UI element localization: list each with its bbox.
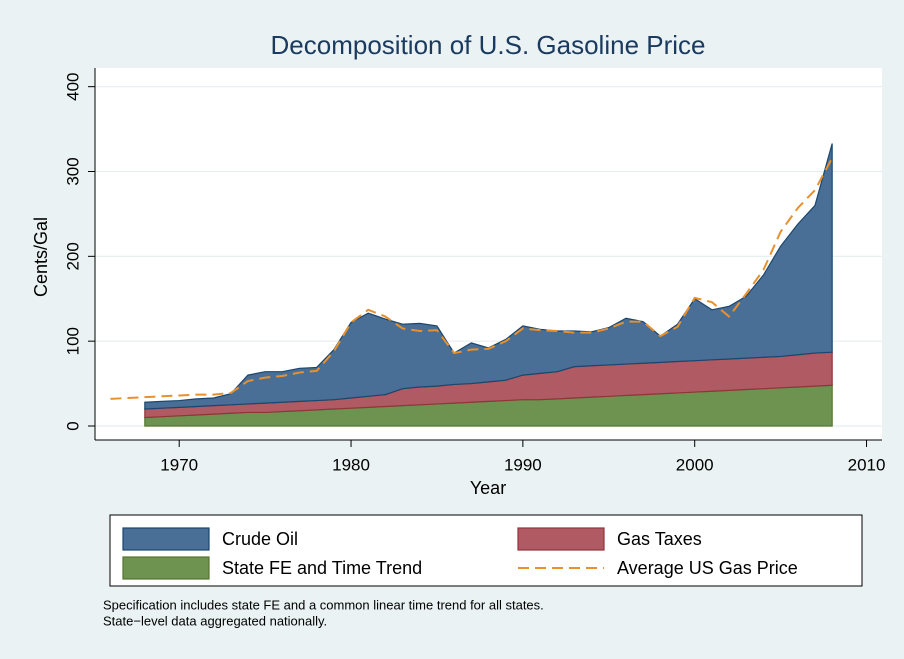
legend-label: State FE and Time Trend bbox=[222, 558, 422, 578]
note: Specification includes state FE and a co… bbox=[103, 597, 544, 612]
legend-swatch bbox=[122, 527, 210, 551]
x-tick-label: 2000 bbox=[676, 455, 714, 474]
x-tick-label: 1990 bbox=[504, 455, 542, 474]
y-tick-label: 0 bbox=[63, 421, 82, 430]
y-tick-label: 100 bbox=[63, 327, 82, 355]
x-axis-label: Year bbox=[470, 478, 506, 498]
y-tick-label: 300 bbox=[63, 157, 82, 185]
x-tick-label: 2010 bbox=[848, 455, 886, 474]
line bbox=[110, 157, 834, 400]
legend-box bbox=[109, 514, 863, 587]
legend-label: Gas Taxes bbox=[617, 529, 702, 549]
legend-label: Crude Oil bbox=[222, 529, 298, 549]
x-tick-label: 1980 bbox=[332, 455, 370, 474]
y-tick-label: 400 bbox=[63, 72, 82, 100]
area bbox=[144, 143, 833, 410]
y-tick-label: 200 bbox=[63, 242, 82, 270]
legend-label: Average US Gas Price bbox=[617, 558, 798, 578]
x-tick-label: 1970 bbox=[160, 455, 198, 474]
note: State−level data aggregated nationally. bbox=[103, 613, 327, 628]
y-axis-label: Cents/Gal bbox=[31, 217, 51, 297]
chart-title: Decomposition of U.S. Gasoline Price bbox=[271, 30, 706, 60]
legend-swatch bbox=[517, 527, 605, 551]
legend-swatch bbox=[122, 556, 210, 580]
